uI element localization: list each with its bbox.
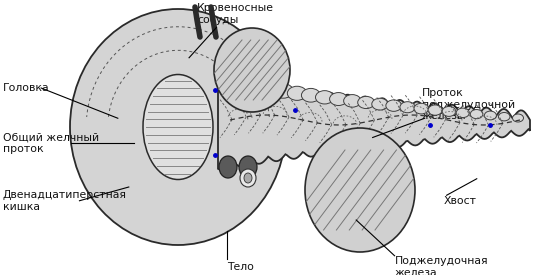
Ellipse shape — [386, 100, 402, 111]
Ellipse shape — [484, 111, 496, 120]
Ellipse shape — [244, 173, 252, 183]
Ellipse shape — [470, 109, 483, 119]
Ellipse shape — [400, 102, 415, 113]
Ellipse shape — [499, 112, 510, 121]
Ellipse shape — [217, 68, 239, 84]
Text: Тело: Тело — [227, 262, 254, 272]
Text: Проток
поджелудочной
железы: Проток поджелудочной железы — [422, 88, 515, 121]
Ellipse shape — [219, 156, 237, 178]
Text: Кровеносные
сосуды: Кровеносные сосуды — [197, 3, 275, 24]
Ellipse shape — [259, 81, 279, 96]
Ellipse shape — [273, 84, 293, 98]
Ellipse shape — [287, 86, 307, 100]
Ellipse shape — [344, 95, 361, 107]
Ellipse shape — [70, 9, 286, 245]
Ellipse shape — [231, 75, 253, 90]
Ellipse shape — [316, 91, 334, 104]
Text: Общий желчный
проток: Общий желчный проток — [3, 132, 99, 154]
Ellipse shape — [414, 103, 429, 114]
Text: Двенадцатиперстная
кишка: Двенадцатиперстная кишка — [3, 190, 127, 211]
Ellipse shape — [512, 114, 523, 122]
Ellipse shape — [305, 128, 415, 252]
Ellipse shape — [239, 156, 257, 178]
Ellipse shape — [372, 98, 388, 110]
Text: Головка: Головка — [3, 83, 49, 93]
Polygon shape — [218, 76, 530, 170]
Ellipse shape — [214, 28, 290, 112]
Ellipse shape — [442, 106, 456, 116]
Text: Хвост: Хвост — [444, 196, 477, 206]
Ellipse shape — [456, 108, 469, 118]
Ellipse shape — [329, 93, 347, 106]
Ellipse shape — [245, 78, 266, 93]
Ellipse shape — [301, 88, 320, 102]
Ellipse shape — [358, 96, 374, 109]
Text: Поджелудочная
железа: Поджелудочная железа — [395, 256, 488, 275]
Ellipse shape — [143, 75, 213, 180]
Ellipse shape — [240, 169, 256, 187]
Ellipse shape — [428, 105, 442, 115]
